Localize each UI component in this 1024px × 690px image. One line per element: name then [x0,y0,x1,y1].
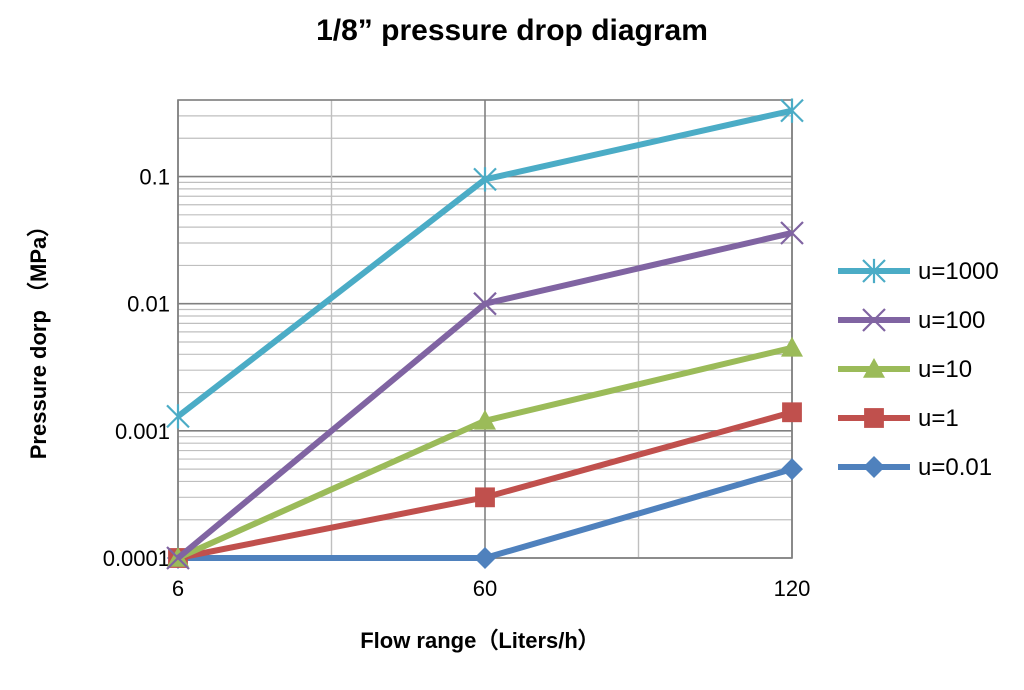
y-tick-label: 0.1 [139,165,170,190]
legend-item: u=10 [838,356,972,383]
y-tick-label: 0.0001 [103,546,170,571]
data-point [780,221,804,245]
legend-item: u=0.01 [838,454,992,481]
data-point [475,487,495,508]
data-point [473,167,497,192]
series-layer [166,98,804,570]
legend-marker [862,308,886,332]
data-point [166,404,190,429]
x-tick-label: 120 [774,576,811,601]
legend-label: u=10 [918,356,972,383]
series-u-1000 [166,98,804,429]
data-point [781,336,803,357]
data-point [473,291,497,316]
legend-item: u=100 [838,307,985,334]
legend-marker [863,358,885,378]
legend-marker [863,456,885,478]
legend-item: u=1000 [838,258,999,285]
series-u-100 [166,221,804,570]
legend-label: u=1000 [918,258,999,285]
axes: 0.0001 0.001 0.01 0.1 6 60 120 [103,99,811,601]
x-tick-label: 60 [473,576,497,601]
y-axis-title: Pressure dorp （MPa） [26,215,51,460]
legend-label: u=1 [918,405,959,432]
data-point [780,98,804,123]
x-axis-title: Flow range（Liters/h） [360,628,600,653]
legend: u=1000 u=100 u=10 u=1 u=0.01 [838,258,999,481]
data-point [474,547,496,569]
legend-marker [864,408,884,428]
data-point [474,409,496,430]
legend-label: u=100 [918,307,985,334]
legend-item: u=1 [838,405,959,432]
data-point [781,458,803,481]
data-point [166,546,190,570]
legend-label: u=0.01 [918,454,992,481]
legend-marker [862,258,886,284]
chart-title: 1/8” pressure drop diagram [316,14,708,47]
y-tick-label: 0.01 [127,292,170,317]
y-tick-label: 0.001 [115,419,170,444]
data-point [782,402,802,423]
x-tick-label: 6 [172,576,184,601]
